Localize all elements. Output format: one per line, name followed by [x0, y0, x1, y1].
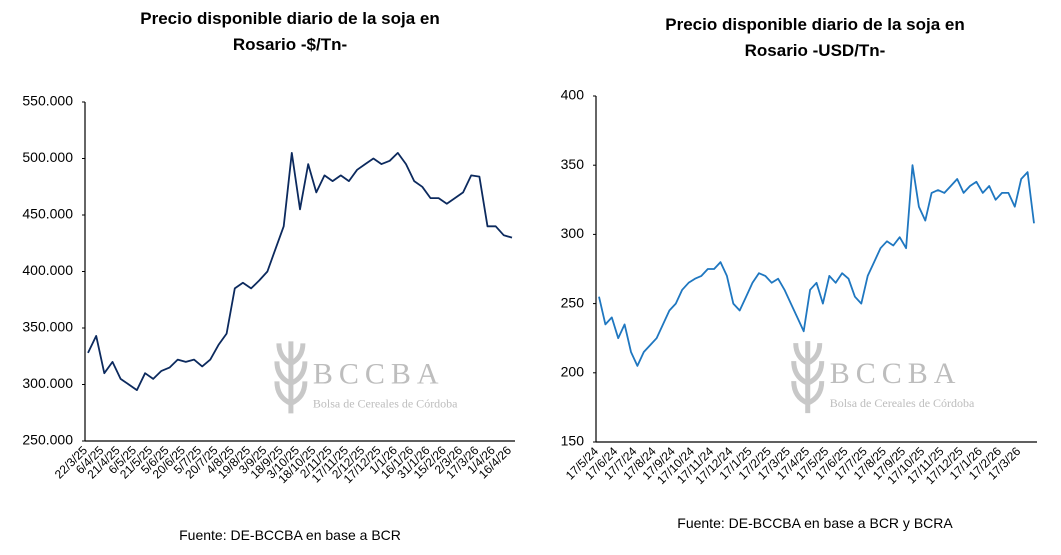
y-tick-label: 250.000: [22, 432, 73, 448]
watermark-icon: [791, 341, 825, 414]
y-tick-label: 350.000: [22, 319, 73, 335]
y-tick-label: 550.000: [22, 93, 73, 109]
line-series: [598, 164, 1035, 367]
y-tick-label: 450.000: [22, 206, 73, 222]
y-tick-label: 500.000: [22, 149, 73, 165]
title-line: Precio disponible diario de la soja en: [140, 9, 439, 28]
y-tick-label: 400: [561, 87, 585, 103]
line-series: [87, 152, 513, 391]
watermark-icon: [274, 341, 308, 414]
y-tick-label: 400.000: [22, 262, 73, 278]
chart-title: Precio disponible diario de la soja en Ro…: [665, 15, 964, 60]
source-note: Fuente: DE-BCCBA en base a BCR: [179, 527, 401, 543]
y-tick-label: 150: [561, 433, 585, 449]
title-line: Rosario -$/Tn-: [233, 35, 347, 54]
watermark-name: BCCBA: [830, 357, 962, 390]
y-tick-label: 300.000: [22, 375, 73, 391]
title-line: Rosario -USD/Tn-: [745, 41, 886, 60]
title-line: Precio disponible diario de la soja en: [665, 15, 964, 34]
watermark-subtitle: Bolsa de Cereales de Córdoba: [830, 396, 975, 410]
y-tick-label: 250: [561, 294, 585, 310]
watermark-subtitle: Bolsa de Cereales de Córdoba: [313, 396, 458, 410]
y-tick-label: 350: [561, 156, 585, 172]
y-tick-label: 200: [561, 364, 585, 380]
source-note: Fuente: DE-BCCBA en base a BCR y BCRA: [677, 515, 953, 531]
y-tick-label: 300: [561, 225, 585, 241]
watermark-name: BCCBA: [313, 357, 445, 390]
chart-title: Precio disponible diario de la soja en Ro…: [140, 9, 439, 54]
